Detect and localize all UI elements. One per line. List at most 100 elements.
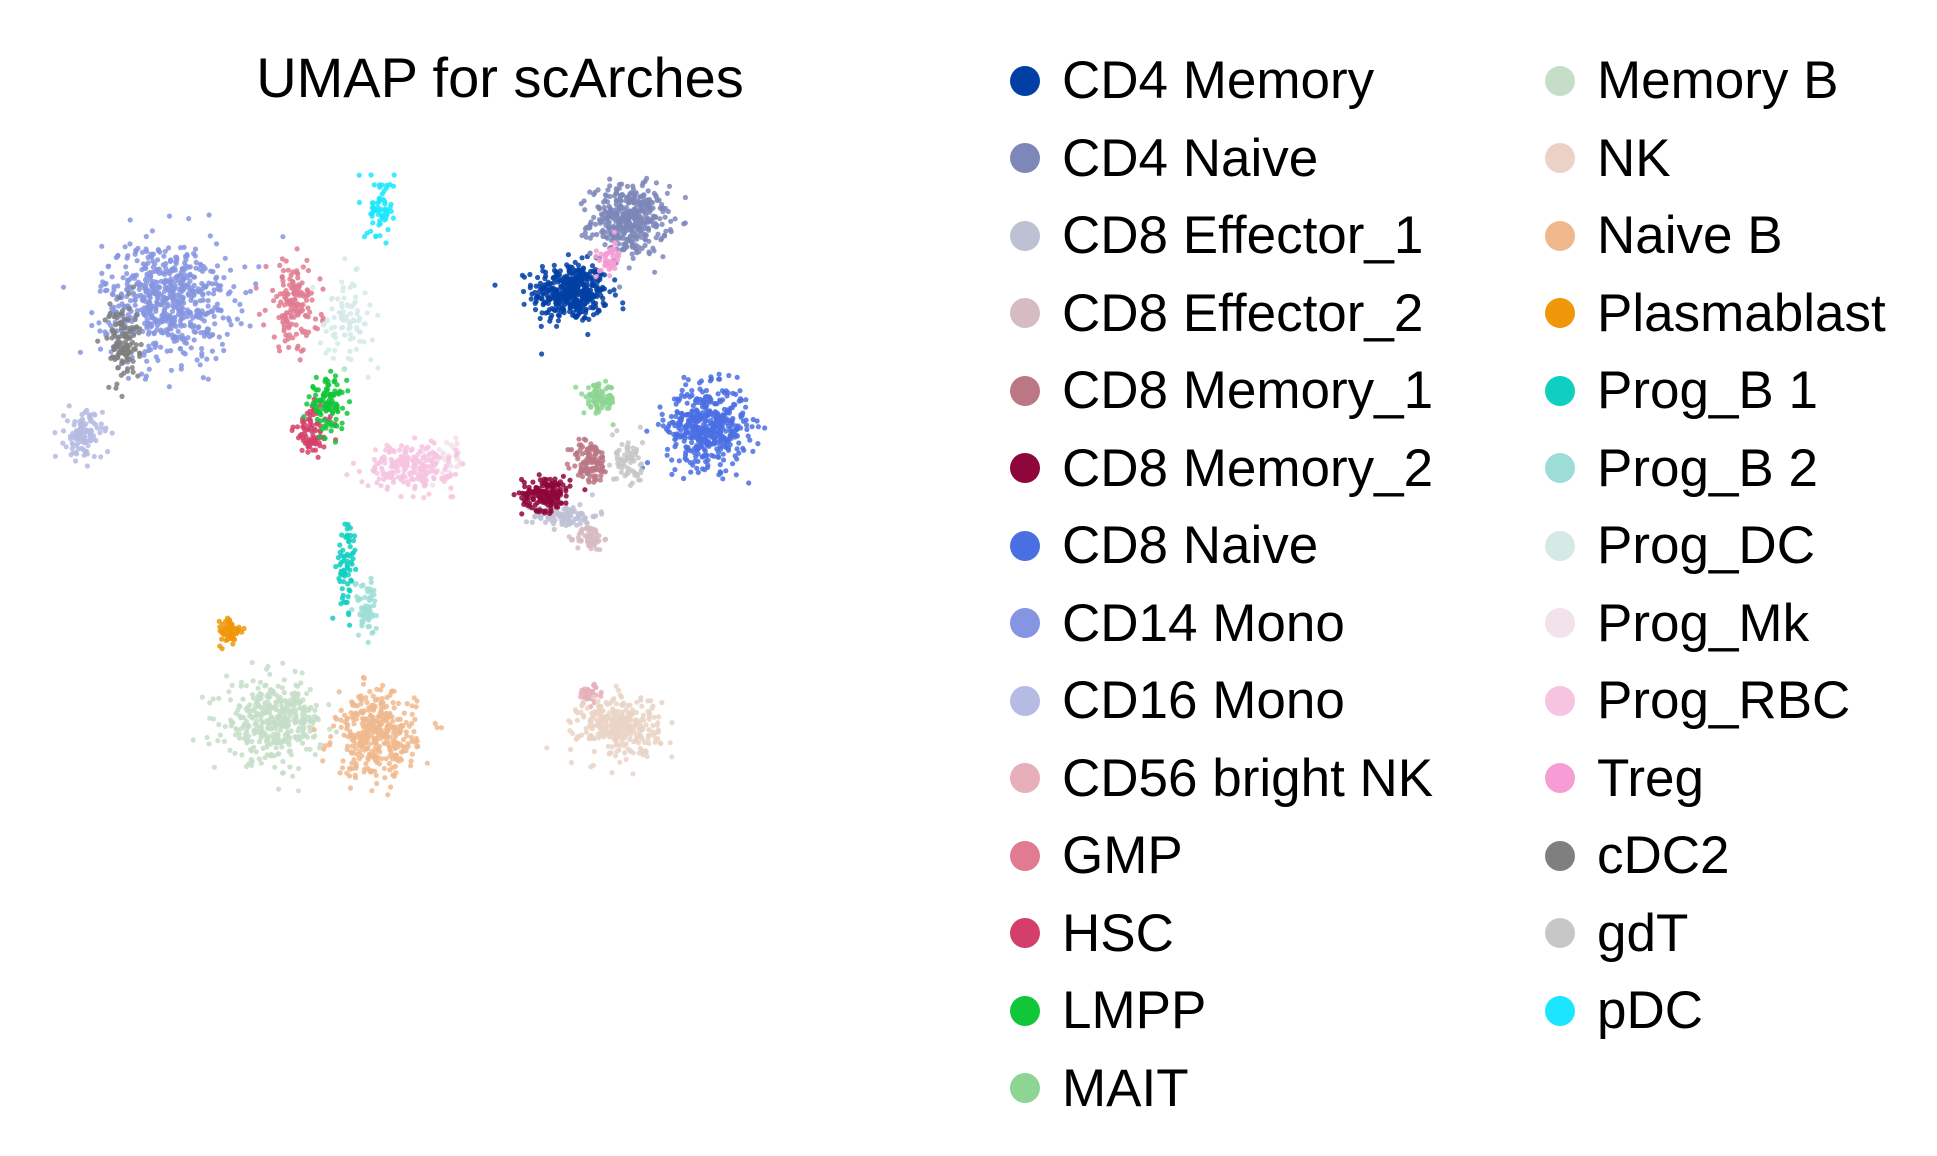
scatter-point: [411, 454, 417, 460]
scatter-point: [156, 284, 162, 290]
scatter-point: [568, 759, 575, 766]
legend-item: CD16 Mono: [1010, 662, 1433, 740]
scatter-point: [622, 224, 628, 230]
scatter-point: [293, 682, 299, 688]
legend-swatch: [1545, 298, 1575, 329]
scatter-point: [205, 298, 211, 304]
scatter-point: [532, 307, 539, 313]
scatter-point: [642, 221, 648, 227]
legend-swatch: [1010, 1073, 1040, 1104]
scatter-point: [125, 312, 131, 318]
scatter-point: [583, 729, 590, 735]
scatter-point: [369, 748, 375, 754]
scatter-point: [287, 735, 293, 741]
scatter-point: [225, 315, 231, 321]
scatter-point: [143, 265, 149, 271]
scatter-point: [261, 322, 267, 328]
scatter-point: [617, 284, 623, 290]
scatter-point: [610, 254, 616, 260]
scatter-point: [300, 264, 306, 270]
scatter-point: [618, 234, 624, 240]
scatter-point: [362, 766, 368, 772]
legend-label: Naive B: [1597, 206, 1783, 266]
scatter-point: [279, 256, 285, 262]
scatter-point: [344, 746, 350, 753]
scatter-point: [143, 373, 149, 379]
scatter-point: [668, 229, 674, 235]
scatter-point: [750, 416, 756, 423]
scatter-point: [371, 182, 377, 188]
scatter-point: [356, 172, 362, 178]
scatter-point: [587, 189, 593, 195]
scatter-point: [664, 452, 670, 458]
scatter-point: [264, 741, 270, 747]
scatter-point: [204, 734, 210, 741]
scatter-point: [389, 724, 396, 731]
legend-item: CD4 Naive: [1010, 120, 1433, 198]
scatter-point: [579, 232, 585, 239]
scatter-point: [684, 412, 690, 418]
scatter-point: [91, 453, 97, 460]
scatter-point: [347, 773, 353, 779]
scatter-point: [188, 345, 194, 351]
scatter-point: [244, 708, 250, 714]
scatter-point: [529, 519, 535, 525]
scatter-point: [448, 472, 454, 478]
legend-label: CD8 Effector_1: [1062, 206, 1424, 266]
scatter-point: [339, 586, 345, 592]
scatter-point: [283, 318, 290, 324]
scatter-point: [87, 414, 93, 420]
scatter-point: [638, 717, 645, 723]
scatter-point: [631, 209, 637, 215]
scatter-point: [153, 289, 160, 295]
legend-item: Plasmablast: [1545, 275, 1886, 353]
scatter-point: [143, 246, 149, 252]
scatter-point: [237, 301, 243, 307]
scatter-point: [453, 435, 459, 441]
scatter-point: [166, 213, 173, 219]
scatter-point: [600, 227, 606, 233]
legend-swatch: [1010, 530, 1040, 561]
scatter-point: [119, 331, 126, 337]
scatter-point: [379, 756, 385, 762]
scatter-point: [423, 482, 429, 488]
scatter-point: [208, 268, 214, 274]
scatter-point: [703, 405, 709, 412]
scatter-point: [276, 344, 282, 350]
scatter-point: [645, 732, 652, 739]
scatter-point: [338, 707, 344, 714]
scatter-point: [302, 431, 308, 437]
scatter-point: [321, 746, 327, 752]
scatter-point: [397, 729, 403, 735]
scatter-point: [492, 282, 498, 288]
scatter-point: [182, 351, 188, 357]
scatter-point: [574, 289, 580, 295]
scatter-point: [586, 525, 592, 531]
scatter-point: [534, 508, 540, 514]
scatter-point: [127, 342, 133, 348]
scatter-point: [147, 321, 153, 327]
scatter-point: [132, 302, 138, 308]
scatter-point: [372, 697, 378, 703]
scatter-point: [596, 206, 603, 212]
scatter-point: [601, 272, 608, 278]
scatter-point: [98, 283, 104, 289]
scatter-point: [99, 409, 105, 415]
scatter-point: [217, 732, 223, 738]
scatter-point: [313, 392, 319, 398]
scatter-point: [340, 324, 346, 330]
scatter-point: [234, 630, 240, 636]
scatter-point: [339, 426, 345, 432]
scatter-point: [236, 703, 242, 709]
scatter-point: [718, 399, 724, 405]
scatter-point: [560, 482, 566, 488]
scatter-point: [586, 479, 592, 485]
scatter-point: [242, 264, 248, 270]
scatter-point: [309, 438, 315, 444]
scatter-point: [610, 476, 617, 482]
scatter-point: [539, 263, 545, 270]
scatter-point: [581, 714, 587, 720]
scatter-point: [744, 426, 750, 433]
scatter-point: [109, 327, 115, 334]
scatter-point: [736, 440, 742, 446]
